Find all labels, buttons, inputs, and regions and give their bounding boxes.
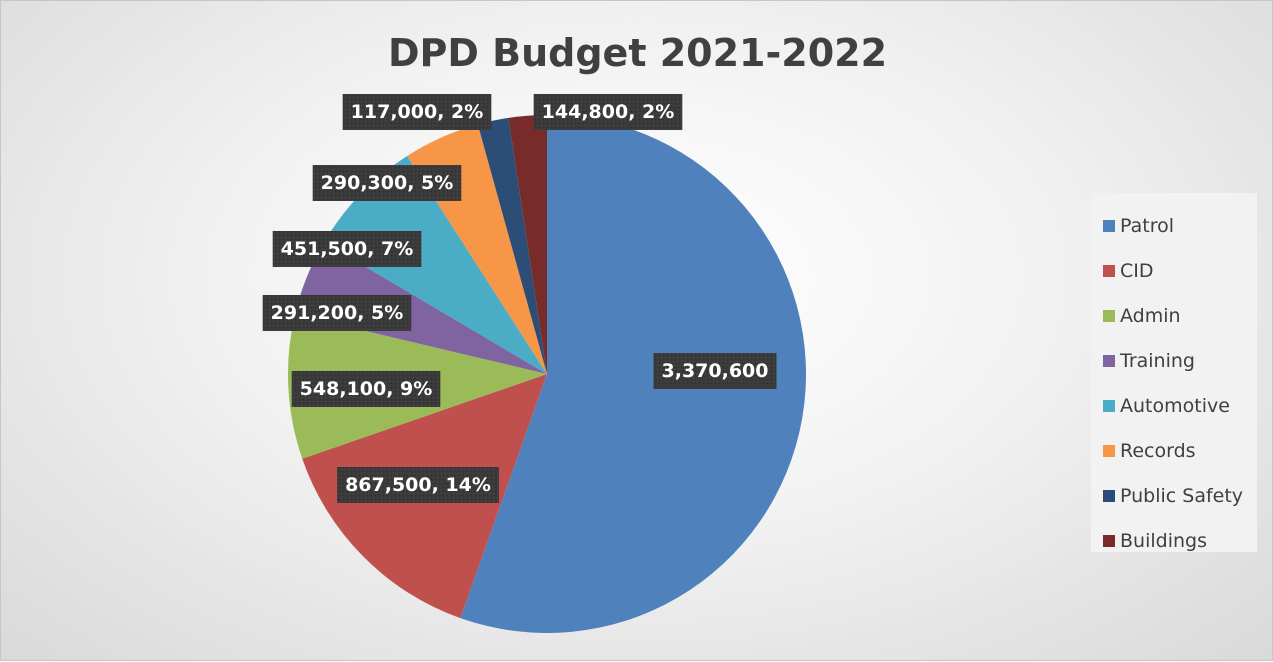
data-label-records: 290,300, 5% — [312, 165, 462, 201]
pie-slice-patrol — [460, 115, 806, 633]
data-label-public-safety: 117,000, 2% — [342, 94, 492, 130]
legend-item-public-safety: Public Safety — [1103, 473, 1257, 518]
data-label-admin: 548,100, 9% — [291, 371, 441, 407]
legend-swatch — [1103, 309, 1115, 322]
data-label-cid: 867,500, 14% — [337, 467, 499, 503]
pie-slice-buildings — [508, 115, 547, 374]
legend-label: Admin — [1120, 304, 1181, 327]
legend-swatch — [1103, 444, 1115, 457]
legend-item-cid: CID — [1103, 248, 1257, 293]
legend-item-training: Training — [1103, 338, 1257, 383]
data-label-buildings: 144,800, 2% — [533, 94, 683, 130]
svg-text:290,300, 5%: 290,300, 5% — [321, 172, 454, 194]
legend-label: Public Safety — [1120, 484, 1244, 507]
legend-swatch — [1103, 399, 1115, 412]
legend-swatch — [1103, 264, 1115, 277]
legend-label: Training — [1120, 349, 1195, 372]
legend-label: Patrol — [1120, 214, 1174, 237]
legend-label: Buildings — [1120, 529, 1207, 552]
svg-text:451,500, 7%: 451,500, 7% — [281, 238, 414, 260]
legend-label: Records — [1120, 439, 1196, 462]
legend-item-patrol: Patrol — [1103, 203, 1257, 248]
svg-text:3,370,600: 3,370,600 — [662, 360, 769, 382]
svg-text:548,100, 9%: 548,100, 9% — [300, 378, 433, 400]
legend-swatch — [1103, 354, 1115, 367]
svg-text:291,200, 5%: 291,200, 5% — [271, 302, 404, 324]
pie-slice-public-safety — [477, 117, 547, 375]
pie-slice-training — [294, 242, 547, 374]
data-label-automotive: 451,500, 7% — [272, 231, 422, 267]
svg-text:144,800, 2%: 144,800, 2% — [542, 101, 675, 123]
legend-swatch — [1103, 534, 1115, 547]
legend-item-buildings: Buildings — [1103, 518, 1257, 563]
svg-text:867,500, 14%: 867,500, 14% — [345, 474, 491, 496]
data-label-training: 291,200, 5% — [262, 295, 412, 331]
legend-label: CID — [1120, 259, 1154, 282]
data-label-patrol: 3,370,600 — [653, 353, 777, 389]
legend-label: Automotive — [1120, 394, 1230, 417]
legend-item-records: Records — [1103, 428, 1257, 473]
legend-swatch — [1103, 219, 1115, 232]
legend-item-automotive: Automotive — [1103, 383, 1257, 428]
legend-swatch — [1103, 489, 1115, 502]
chart-title: DPD Budget 2021-2022 — [387, 31, 888, 75]
svg-text:117,000, 2%: 117,000, 2% — [351, 101, 484, 123]
legend-item-admin: Admin — [1103, 293, 1257, 338]
legend: Patrol CID Admin Training Automotive Records P… — [1091, 193, 1257, 552]
pie-slice-automotive — [324, 156, 547, 374]
